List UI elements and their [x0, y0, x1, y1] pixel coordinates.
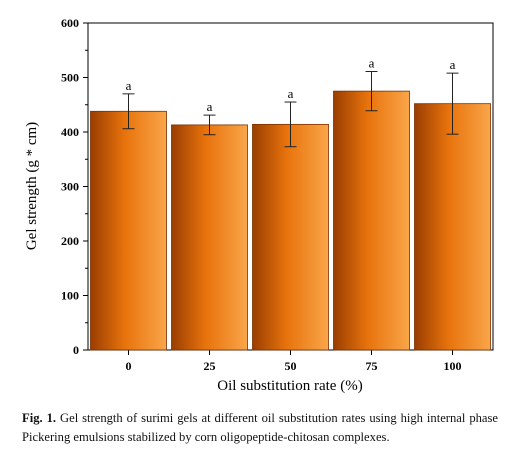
- significance-letter: a: [288, 86, 294, 101]
- y-tick-label: 0: [73, 343, 79, 357]
- x-tick-label: 50: [285, 359, 297, 373]
- y-axis-label: Gel strength (g * cm): [24, 122, 40, 250]
- y-tick-label: 600: [61, 16, 79, 30]
- x-tick-label: 0: [126, 359, 132, 373]
- y-tick-label: 400: [61, 125, 79, 139]
- bars: a a a a a: [90, 56, 491, 351]
- y-axis: 0 100 200 300 400 500 600: [61, 16, 88, 357]
- significance-letter: a: [207, 99, 213, 114]
- x-axis: 0 25 50 75 100: [126, 350, 462, 373]
- bar: [252, 123, 329, 351]
- x-tick-label: 100: [444, 359, 462, 373]
- figure-label: Fig. 1.: [22, 411, 57, 425]
- significance-letter: a: [126, 78, 132, 93]
- bar: [171, 124, 248, 351]
- figure-caption-text: Gel strength of surimi gels at different…: [22, 411, 499, 444]
- x-tick-label: 75: [366, 359, 378, 373]
- y-tick-label: 500: [61, 71, 79, 85]
- bar: [333, 90, 410, 351]
- x-tick-label: 25: [204, 359, 216, 373]
- bar: [90, 110, 167, 351]
- significance-letter: a: [450, 57, 456, 72]
- bar-chart: 0 100 200 300 400 500 600 0 25 50 75 100 a a a a a Oil…: [24, 16, 494, 394]
- y-tick-label: 100: [61, 289, 79, 303]
- significance-letter: a: [369, 56, 375, 71]
- y-tick-label: 200: [61, 234, 79, 248]
- figure-caption: Fig. 1. Gel strength of surimi gels at d…: [22, 409, 498, 447]
- x-axis-label: Oil substitution rate (%): [217, 378, 362, 394]
- bar: [414, 103, 491, 351]
- y-tick-label: 300: [61, 180, 79, 194]
